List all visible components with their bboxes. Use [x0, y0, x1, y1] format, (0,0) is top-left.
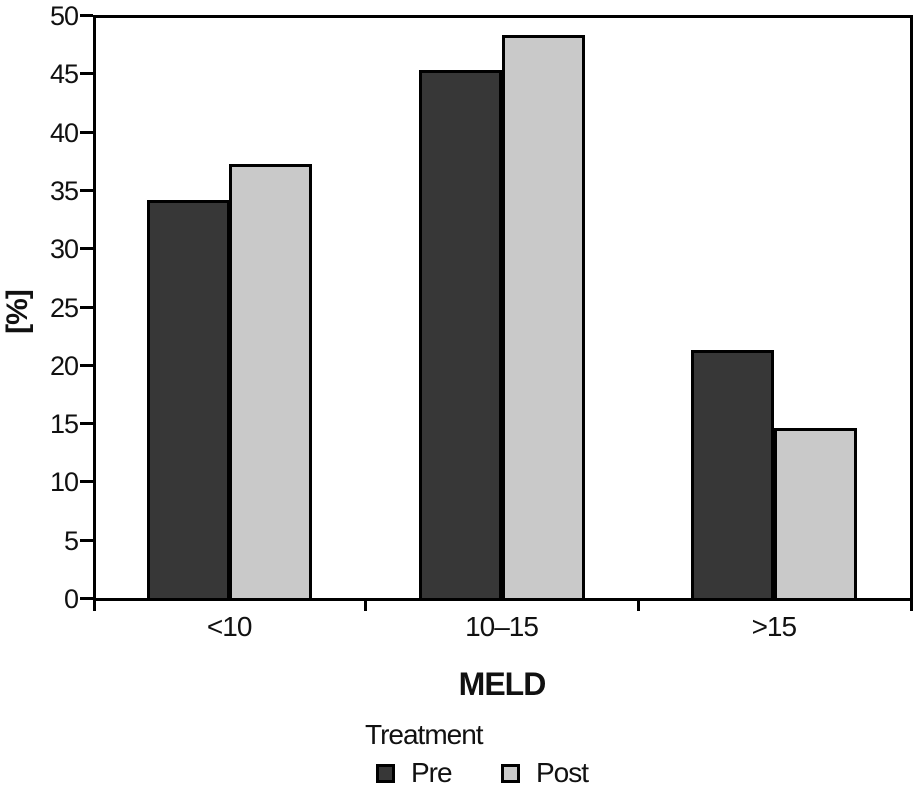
y-tick-label: 45	[49, 59, 79, 90]
x-axis-title: MELD	[458, 666, 547, 702]
y-axis-tick	[80, 480, 93, 484]
bar-pre-1	[147, 200, 230, 601]
y-tick-label: 5	[63, 525, 79, 556]
y-tick-label: 30	[49, 234, 79, 265]
y-axis-tick	[80, 597, 93, 600]
legend-item-pre: Pre	[376, 757, 453, 788]
legend-item-label: Pre	[411, 757, 453, 788]
y-tick-label: 0	[63, 584, 79, 614]
y-axis-tick	[80, 538, 93, 542]
y-axis-tick	[80, 72, 93, 76]
y-axis-tick	[80, 422, 93, 426]
x-category-label: >15	[751, 611, 798, 642]
plot-frame-right	[910, 15, 913, 611]
legend: Treatment Pre Post	[365, 718, 589, 790]
y-axis-tick	[80, 363, 93, 367]
y-tick-label: 20	[49, 350, 79, 381]
legend-item-post: Post	[501, 757, 589, 788]
y-tick-label: 50	[49, 1, 79, 31]
bar-pre-3	[691, 350, 774, 601]
y-axis-tick	[80, 247, 93, 251]
bar-post-2	[502, 35, 585, 601]
bar-post-3	[774, 428, 857, 601]
x-axis-tick	[364, 598, 368, 611]
legend-swatch-pre	[376, 763, 395, 783]
plot-frame-top	[93, 15, 913, 18]
bar-pre-2	[419, 70, 502, 601]
y-axis-tick	[80, 14, 93, 17]
x-category-label: 10–15	[465, 611, 539, 642]
legend-title: Treatment	[365, 719, 484, 750]
y-tick-label: 40	[49, 117, 79, 148]
y-axis-tick	[80, 130, 93, 134]
legend-swatch-post	[501, 763, 520, 783]
y-tick-label: 10	[49, 467, 79, 498]
y-axis-tick	[80, 188, 93, 192]
y-tick-label: 35	[49, 175, 79, 206]
y-axis-tick	[80, 305, 93, 309]
x-axis-tick	[636, 598, 640, 611]
legend-item-label: Post	[536, 757, 589, 788]
y-axis-line	[93, 15, 96, 611]
x-category-label: <10	[206, 611, 253, 642]
y-tick-label: 15	[49, 409, 79, 440]
y-tick-label: 25	[49, 292, 79, 323]
bar-post-1	[229, 164, 312, 601]
legend-items: Pre Post	[365, 757, 589, 790]
